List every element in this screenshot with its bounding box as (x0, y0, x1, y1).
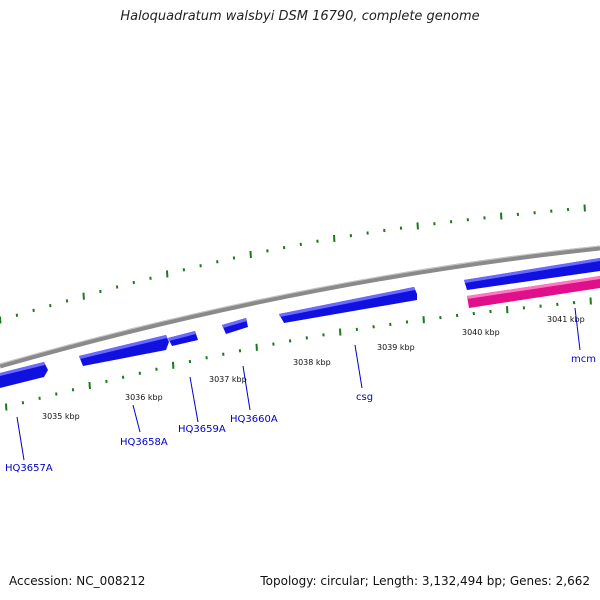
gene-arrow-csg[interactable] (279, 287, 417, 323)
gene-arrow-hq3660a[interactable] (222, 318, 248, 334)
leader-line-hq3658a (132, 404, 141, 433)
topology-label: Topology: circular; Length: 3,132,494 bp… (260, 574, 590, 588)
gene-label-hq3658a[interactable]: HQ3658A (120, 437, 168, 448)
genome-backbone (0, 245, 600, 369)
gene-label-hq3659a[interactable]: HQ3659A (178, 424, 226, 435)
leader-line-mcm (574, 307, 581, 351)
gene-label-csg[interactable]: csg (356, 392, 373, 403)
ruler-label: 3038 kbp (293, 358, 331, 367)
leader-line-csg (354, 344, 363, 389)
gene-arrow-hq3658a[interactable] (79, 335, 169, 366)
outer-ruler (0, 204, 586, 324)
gene-arrow-hq3657a[interactable] (0, 362, 48, 388)
leader-line-hq3657a (16, 416, 25, 461)
ruler-label: 3036 kbp (125, 393, 163, 402)
gene-arrow-hq3659a[interactable] (168, 331, 198, 346)
inner-ruler (5, 297, 592, 411)
map-title: Haloquadratum walsbyi DSM 16790, complet… (120, 9, 480, 24)
gene-arrow-mcm[interactable] (464, 258, 600, 290)
accession-label: Accession: NC_008212 (9, 574, 146, 588)
gene-label-mcm[interactable]: mcm (571, 354, 596, 365)
genome-backbone-highlight (0, 245, 600, 365)
gene-arrow-reverse[interactable] (467, 276, 600, 308)
ruler-label: 3035 kbp (42, 412, 80, 421)
ruler-label: 3037 kbp (209, 375, 247, 384)
ruler-label: 3041 kbp (547, 315, 585, 324)
leader-line-hq3659a (189, 376, 199, 423)
gene-label-hq3660a[interactable]: HQ3660A (230, 414, 278, 425)
gene-label-hq3657a[interactable]: HQ3657A (5, 463, 53, 474)
leader-line-hq3660a (242, 365, 251, 411)
ruler-label: 3039 kbp (377, 343, 415, 352)
ruler-label: 3040 kbp (462, 328, 500, 337)
